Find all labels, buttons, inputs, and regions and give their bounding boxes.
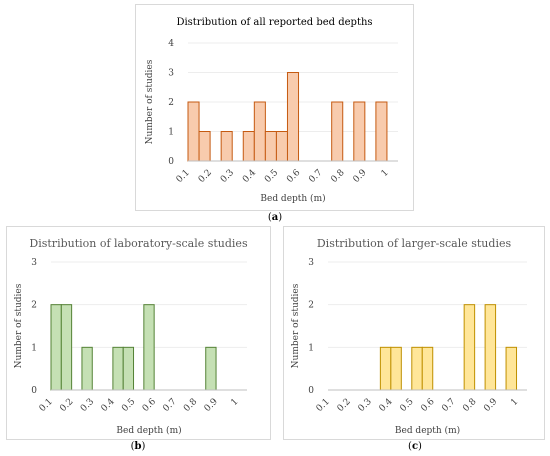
caption-b-letter: b bbox=[134, 441, 142, 452]
bar bbox=[187, 101, 200, 162]
x-tick-label: 0.1 bbox=[315, 397, 332, 414]
y-tick-label: 2 bbox=[308, 301, 314, 311]
x-tick-label: 0.5 bbox=[398, 397, 415, 414]
x-tick-label: 0.1 bbox=[38, 397, 55, 414]
x-tick-label: 0.8 bbox=[182, 397, 199, 414]
bar bbox=[81, 346, 93, 391]
bar bbox=[421, 346, 434, 391]
x-tick-label: 0.3 bbox=[79, 397, 96, 414]
y-tick-label: 3 bbox=[31, 258, 37, 268]
x-tick-label: 0.5 bbox=[120, 397, 137, 414]
bar bbox=[264, 131, 277, 162]
bar bbox=[463, 304, 476, 391]
y-tick-label: 1 bbox=[168, 128, 174, 138]
bar bbox=[411, 346, 423, 391]
y-tick-label: 1 bbox=[31, 343, 37, 353]
chart-panel-a: Distribution of all reported bed depths 0… bbox=[135, 4, 414, 211]
x-tick-label: 0.3 bbox=[357, 397, 374, 414]
chart-panel-b: Distribution of laboratory-scale studies… bbox=[6, 226, 271, 440]
caption-a-letter: a bbox=[271, 212, 279, 223]
x-tick-label: 1 bbox=[509, 397, 520, 408]
chart-title: Distribution of all reported bed depths bbox=[176, 17, 372, 28]
x-tick-label: 0.2 bbox=[197, 168, 214, 185]
bar-chart-b: Distribution of laboratory-scale studies… bbox=[14, 237, 248, 436]
bar bbox=[286, 72, 300, 162]
x-tick-label: 0.1 bbox=[175, 168, 192, 185]
x-tick-label: 0.6 bbox=[285, 168, 302, 185]
chart-title: Distribution of larger-scale studies bbox=[317, 237, 512, 250]
bar bbox=[484, 304, 497, 391]
y-tick-label: 2 bbox=[31, 301, 37, 311]
x-tick-label: 0.7 bbox=[440, 397, 457, 414]
x-tick-label: 0.4 bbox=[100, 397, 117, 414]
x-axis-title: Bed depth (m) bbox=[116, 425, 181, 436]
y-axis-title: Number of studies bbox=[291, 283, 301, 368]
x-axis-title: Bed depth (m) bbox=[395, 425, 460, 436]
bar bbox=[220, 131, 233, 162]
bar bbox=[143, 304, 155, 391]
bar bbox=[60, 304, 73, 391]
bar bbox=[50, 304, 62, 391]
x-tick-label: 0.6 bbox=[141, 397, 158, 414]
x-tick-label: 0.8 bbox=[329, 168, 346, 185]
x-tick-label: 0.8 bbox=[461, 397, 478, 414]
x-tick-label: 0.9 bbox=[482, 397, 499, 414]
y-tick-label: 1 bbox=[308, 343, 314, 353]
bar bbox=[375, 101, 388, 162]
x-tick-label: 0.7 bbox=[161, 397, 178, 414]
bar bbox=[253, 101, 266, 162]
x-tick-label: 0.7 bbox=[307, 168, 324, 185]
x-tick-label: 0.9 bbox=[203, 397, 220, 414]
y-tick-label: 0 bbox=[308, 386, 314, 396]
x-tick-label: 0.3 bbox=[219, 168, 236, 185]
y-axis-title: Number of studies bbox=[145, 59, 155, 144]
x-tick-label: 0.4 bbox=[241, 168, 258, 185]
bar-chart-a: Distribution of all reported bed depths 0… bbox=[145, 17, 398, 204]
y-tick-label: 4 bbox=[168, 39, 174, 49]
bar-chart-c: Distribution of larger-scale studies 0 1 2 3… bbox=[291, 237, 527, 436]
x-tick-label: 1 bbox=[229, 397, 240, 408]
bar bbox=[242, 131, 255, 162]
y-tick-label: 3 bbox=[168, 69, 174, 79]
bar bbox=[122, 346, 135, 391]
caption-b: (b) bbox=[130, 441, 146, 452]
bar bbox=[390, 346, 402, 391]
caption-a: (a) bbox=[267, 212, 283, 223]
x-tick-label: 0.2 bbox=[58, 397, 75, 414]
caption-c: (c) bbox=[408, 441, 422, 452]
y-tick-label: 2 bbox=[168, 98, 174, 108]
y-tick-label: 3 bbox=[308, 258, 314, 268]
x-tick-label: 0.9 bbox=[352, 168, 369, 185]
bar bbox=[205, 346, 217, 391]
x-tick-label: 0.4 bbox=[378, 397, 395, 414]
y-tick-label: 0 bbox=[168, 157, 174, 167]
caption-c-letter: c bbox=[411, 441, 419, 452]
x-axis-title: Bed depth (m) bbox=[260, 193, 325, 204]
y-tick-label: 0 bbox=[31, 386, 37, 396]
x-tick-label: 1 bbox=[380, 168, 391, 179]
bar bbox=[198, 131, 211, 162]
bar bbox=[353, 101, 366, 162]
chart-panel-c: Distribution of larger-scale studies 0 1 2 3… bbox=[283, 226, 545, 440]
y-axis-title: Number of studies bbox=[14, 283, 24, 368]
bar bbox=[505, 346, 518, 391]
x-tick-label: 0.5 bbox=[263, 168, 280, 185]
bar bbox=[331, 101, 344, 162]
x-tick-label: 0.2 bbox=[336, 397, 353, 414]
bar bbox=[275, 131, 288, 162]
bar bbox=[379, 346, 392, 391]
chart-title: Distribution of laboratory-scale studies bbox=[29, 237, 248, 250]
x-tick-label: 0.6 bbox=[419, 397, 436, 414]
bar bbox=[112, 346, 124, 391]
